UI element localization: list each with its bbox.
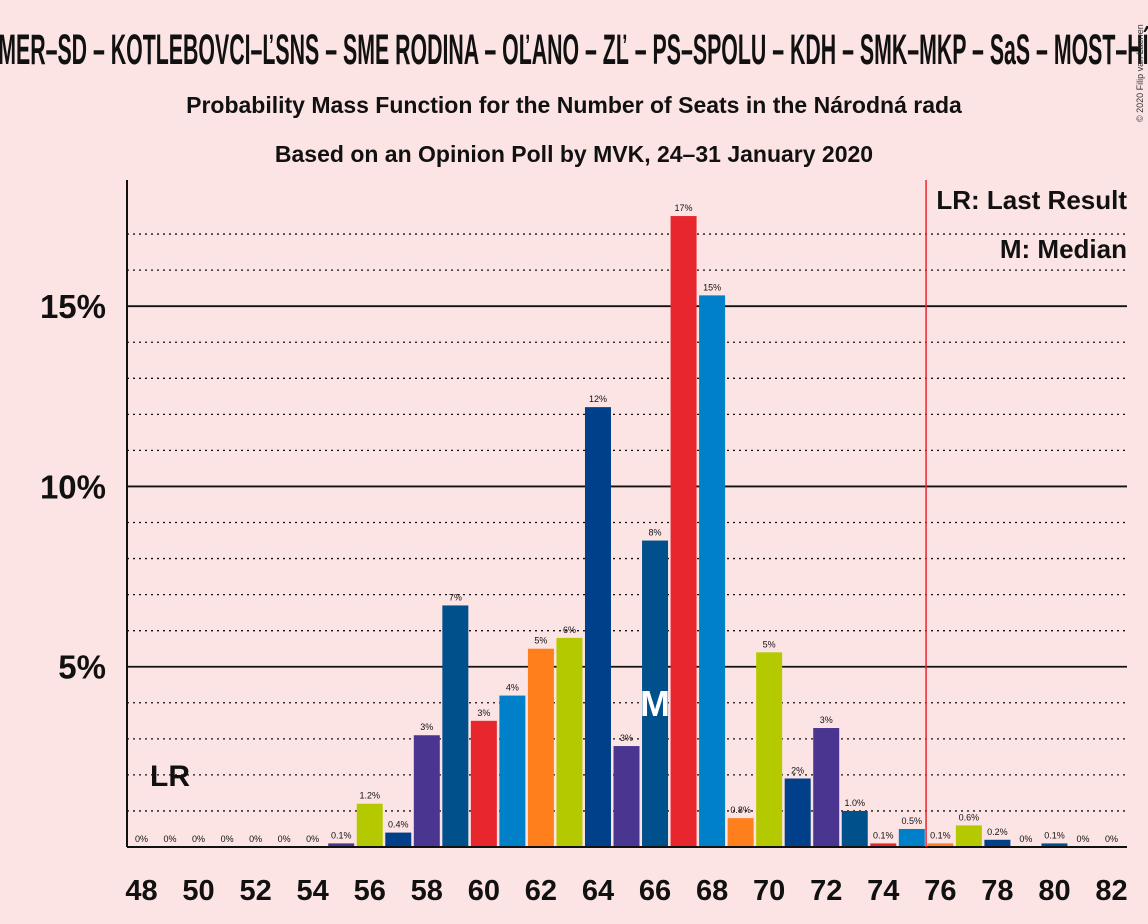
x-tick-label: 82 (1095, 875, 1127, 907)
bar-value-label: 0.2% (987, 827, 1008, 837)
bar (642, 540, 669, 847)
chart-subtitle: Probability Mass Function for the Number… (186, 92, 962, 118)
x-tick-label: 64 (582, 875, 614, 907)
bar-value-label: 3% (477, 708, 490, 718)
bar-value-label: 0.6% (959, 812, 980, 822)
bar-value-label: 4% (506, 683, 519, 693)
bar (356, 803, 383, 847)
bar (898, 828, 925, 847)
bar (699, 295, 726, 847)
bar-value-label: 12% (589, 394, 607, 404)
bar (927, 843, 954, 847)
x-tick-label: 58 (411, 875, 443, 907)
x-tick-label: 76 (924, 875, 956, 907)
bar (385, 832, 412, 847)
bar (727, 818, 754, 847)
copyright-text: © 2020 Filip van Laenen (1135, 24, 1145, 122)
x-tick-label: 62 (525, 875, 557, 907)
bar-value-label: 3% (620, 733, 633, 743)
bar (328, 843, 355, 847)
bar (784, 778, 811, 847)
bar-value-label: 0% (1076, 834, 1089, 844)
y-tick-label: 5% (58, 649, 106, 686)
bars (328, 216, 1068, 847)
last-result-marker: LR (150, 760, 190, 793)
bar (527, 648, 554, 847)
bar (955, 825, 982, 847)
bar (813, 728, 840, 847)
bar-value-label: 0% (1019, 834, 1032, 844)
x-tick-label: 72 (810, 875, 842, 907)
legend-median: M: Median (1000, 234, 1127, 264)
bar-value-label: 0% (306, 834, 319, 844)
bar-value-label: 5% (763, 639, 776, 649)
bar-value-label: 3% (820, 715, 833, 725)
y-tick-label: 15% (40, 288, 106, 325)
x-tick-label: 52 (239, 875, 271, 907)
bar-value-label: 0.1% (1044, 830, 1065, 840)
bar (413, 735, 440, 847)
bar-value-label: 1.0% (844, 798, 865, 808)
bar-value-label: 0.1% (873, 830, 894, 840)
bar-value-label: 0% (164, 834, 177, 844)
bar (556, 637, 583, 847)
bar-value-label: 1.2% (359, 791, 380, 801)
bar-value-label: 8% (649, 528, 662, 538)
bar-value-label: 2% (791, 765, 804, 775)
x-tick-label: 56 (354, 875, 386, 907)
bar-value-labels: 0% 0% 0% 0% 0% 0% 0% 0.1% 1.2% 0.4% 3% 7% 3% 4% 5% 6% 12… (135, 203, 1118, 844)
bar-value-label: 0.8% (730, 805, 751, 815)
bar-value-label: 0.1% (331, 830, 352, 840)
bar (670, 216, 697, 847)
bar-value-label: 0% (192, 834, 205, 844)
x-tick-label: 70 (753, 875, 785, 907)
bar-value-label: 17% (675, 203, 693, 213)
axes: 5% 10% 15% 48 50 52 54 56 58 60 62 64 66 68 70 72 74 76 78… (40, 180, 1128, 907)
median-marker: M (640, 683, 670, 724)
x-tick-label: 48 (125, 875, 157, 907)
bar (470, 720, 497, 847)
bar-value-label: 0% (221, 834, 234, 844)
bar-value-label: 0% (1105, 834, 1118, 844)
bar (613, 746, 640, 847)
bar (870, 843, 897, 847)
bar-value-label: 5% (534, 636, 547, 646)
bar-value-label: 3% (420, 722, 433, 732)
bar-value-label: 0.1% (930, 830, 951, 840)
legend-last-result: LR: Last Result (936, 185, 1127, 215)
x-tick-label: 68 (696, 875, 728, 907)
bar-value-label: 0% (135, 834, 148, 844)
chart-title: SMER–SD – KOTLEBOVCI–ĽSNS – SME RODINA –… (0, 26, 1148, 74)
x-tick-label: 66 (639, 875, 671, 907)
bar-value-label: 0% (249, 834, 262, 844)
x-tick-label: 78 (981, 875, 1013, 907)
x-tick-label: 60 (468, 875, 500, 907)
bar-value-label: 6% (563, 625, 576, 635)
bar-value-label: 0% (278, 834, 291, 844)
bar (1041, 843, 1068, 847)
chart-subtitle-2: Based on an Opinion Poll by MVK, 24–31 J… (275, 141, 873, 167)
bar (756, 652, 783, 847)
x-tick-label: 50 (182, 875, 214, 907)
bar-value-label: 15% (703, 282, 721, 292)
bar-value-label: 7% (449, 592, 462, 602)
bar-value-label: 0.5% (902, 816, 923, 826)
markers: LR M (150, 180, 927, 847)
bar (584, 407, 611, 847)
bar (499, 695, 526, 847)
bar (841, 810, 868, 847)
bar (442, 605, 469, 847)
x-tick-label: 80 (1038, 875, 1070, 907)
bar (984, 839, 1011, 847)
x-tick-label: 74 (867, 875, 899, 907)
grid-lines (127, 233, 1127, 812)
y-tick-label: 10% (40, 468, 106, 505)
bar-value-label: 0.4% (388, 820, 409, 830)
x-tick-label: 54 (297, 875, 329, 907)
